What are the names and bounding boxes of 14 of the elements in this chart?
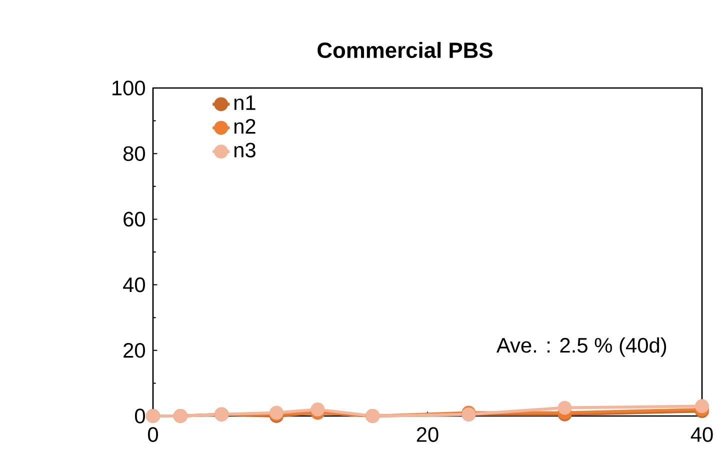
y-tick-label: 100 — [112, 80, 145, 96]
legend-label: n1 — [234, 95, 256, 110]
legend-label: n2 — [234, 118, 256, 134]
y-tick-label: 60 — [124, 212, 145, 227]
y-tick-label: 80 — [123, 146, 145, 162]
annotation: Ave. : 2.5 % (40d) — [496, 337, 666, 357]
chart-title: Commercial PBS — [318, 42, 492, 58]
legend-label: n3 — [234, 142, 256, 158]
x-tick-label: 0 — [148, 427, 158, 442]
y-tick-label: 20 — [124, 342, 145, 358]
x-tick-label: 20 — [416, 427, 438, 442]
x-tick-label: 40 — [690, 427, 713, 442]
y-tick-label: 40 — [123, 277, 145, 292]
y-tick-label: 0 — [135, 408, 146, 424]
